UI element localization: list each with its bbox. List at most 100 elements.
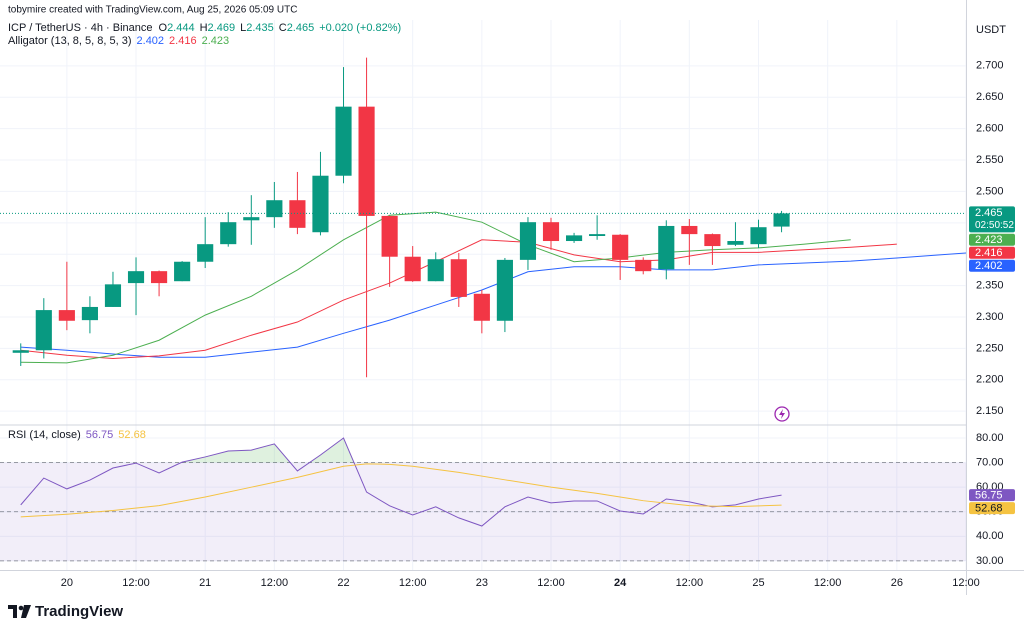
logo-shape (8, 605, 17, 618)
logo-shape (18, 605, 24, 611)
symbol-title: ICP / TetherUS · 4h · Binance (8, 22, 153, 34)
x-tick-label: 26 (891, 577, 903, 589)
y-tick-label: 2.600 (976, 123, 1004, 135)
indicator-title: Alligator (13, 8, 5, 8, 5, 3) (8, 35, 132, 47)
x-tick-label: 12:00 (399, 577, 427, 589)
price-badge (969, 502, 1015, 515)
ohlc-value: 2.465 (287, 22, 315, 34)
candle-body (496, 259, 513, 321)
candle-body (565, 235, 583, 242)
candle-body (427, 259, 444, 282)
legend-value: 2.416 (169, 35, 197, 47)
price-badge (969, 246, 1015, 259)
currency-label: USDT (976, 24, 1006, 36)
ohlc-label: H (200, 22, 208, 34)
candle-body (358, 106, 375, 216)
y-tick-label: 2.150 (976, 405, 1004, 417)
grid (0, 20, 967, 570)
legend-value: 2.402 (137, 35, 165, 47)
price-badge (969, 233, 1015, 246)
price-badge-label: 2.423 (975, 234, 1003, 246)
attribution: tobymire created with TradingView.com, A… (8, 5, 297, 16)
indicator-legend: Alligator (13, 8, 5, 8, 5, 3) 2.402 2.416 2… (8, 35, 229, 47)
candle-body (681, 225, 698, 235)
candle-body (35, 310, 52, 351)
x-tick-label: 24 (614, 577, 627, 589)
x-tick-label: 12:00 (952, 577, 980, 589)
price-badge-label: 56.75 (975, 490, 1003, 502)
countdown-label: 02:50:52 (975, 220, 1014, 231)
candle-body (12, 350, 29, 353)
candle-body (243, 217, 260, 221)
rsi-line (20, 437, 782, 527)
symbol-header: ICP / TetherUS · 4h · Binance O2.444 H2.46… (8, 22, 401, 34)
candle-body (589, 234, 606, 236)
candle-body (266, 200, 283, 218)
y-tick-label: 80.00 (976, 432, 1004, 444)
candle-body (404, 256, 421, 282)
y-tick-label: 2.500 (976, 185, 1004, 197)
candle-body (773, 213, 790, 227)
x-tick-label: 12:00 (814, 577, 842, 589)
price-pane (0, 57, 966, 378)
axes: 20 12:00 21 12:00 22 12:00 23 12:00 24 12:00 25 12:… (61, 60, 1004, 589)
candle-body (727, 241, 744, 245)
price-badge-label: 52.68 (975, 503, 1003, 515)
y-tick-label: 2.300 (976, 311, 1004, 323)
x-tick-label: 12:00 (261, 577, 289, 589)
candle-body (127, 271, 145, 284)
ohlc-label: O (159, 22, 168, 34)
candle-body (635, 259, 652, 272)
legend-value: 52.68 (118, 429, 146, 441)
price-badge (969, 259, 1015, 272)
x-tick-label: 23 (476, 577, 488, 589)
ohlc-label: L (240, 22, 246, 34)
candle-body (542, 222, 560, 242)
x-tick-label: 12:00 (537, 577, 565, 589)
price-badge-label: 2.465 (975, 207, 1003, 219)
candle-body (473, 293, 490, 321)
x-tick-label: 20 (61, 577, 73, 589)
candle-body (519, 222, 537, 260)
x-tick-label: 25 (752, 577, 764, 589)
y-tick-label: 2.650 (976, 91, 1004, 103)
legend-value: 56.75 (86, 429, 114, 441)
candle-body (289, 200, 306, 228)
candle-body (81, 306, 98, 321)
candle-body (750, 227, 767, 245)
x-tick-label: 21 (199, 577, 211, 589)
candle-body (312, 175, 329, 233)
ohlc-value: 2.444 (167, 22, 195, 34)
event-icon-glyph (779, 409, 785, 419)
y-tick-label: 2.350 (976, 280, 1004, 292)
alligator-line (20, 239, 897, 359)
ohlc-value: 2.435 (246, 22, 274, 34)
ohlc-label: C (279, 22, 287, 34)
candle-body (58, 310, 75, 321)
rsi-pane (0, 437, 966, 562)
price-badge-label: 2.416 (975, 247, 1003, 259)
rsi-legend: RSI (14, close) 56.75 52.68 (8, 429, 146, 441)
candle-body (220, 222, 237, 245)
candle-body (104, 284, 122, 307)
change-label: +0.020 (+0.82%) (319, 22, 401, 34)
price-badge (969, 206, 1015, 233)
logo-shape (21, 605, 31, 618)
candle-body (151, 271, 168, 284)
rsi-ma-line (20, 463, 782, 518)
y-tick-label: 2.550 (976, 154, 1004, 166)
y-tick-label: 40.00 (976, 530, 1004, 542)
legend-value: 2.423 (202, 35, 230, 47)
price-badge (969, 489, 1015, 502)
y-tick-label: 2.250 (976, 342, 1004, 354)
x-tick-label: 12:00 (122, 577, 150, 589)
candle-body (335, 106, 352, 176)
candle-body (612, 234, 629, 260)
rsi-title: RSI (14, close) (8, 429, 81, 441)
brand-name: TradingView (35, 603, 123, 620)
x-tick-label: 12:00 (676, 577, 704, 589)
y-tick-label: 2.700 (976, 60, 1004, 72)
ohlc-value: 2.469 (208, 22, 236, 34)
